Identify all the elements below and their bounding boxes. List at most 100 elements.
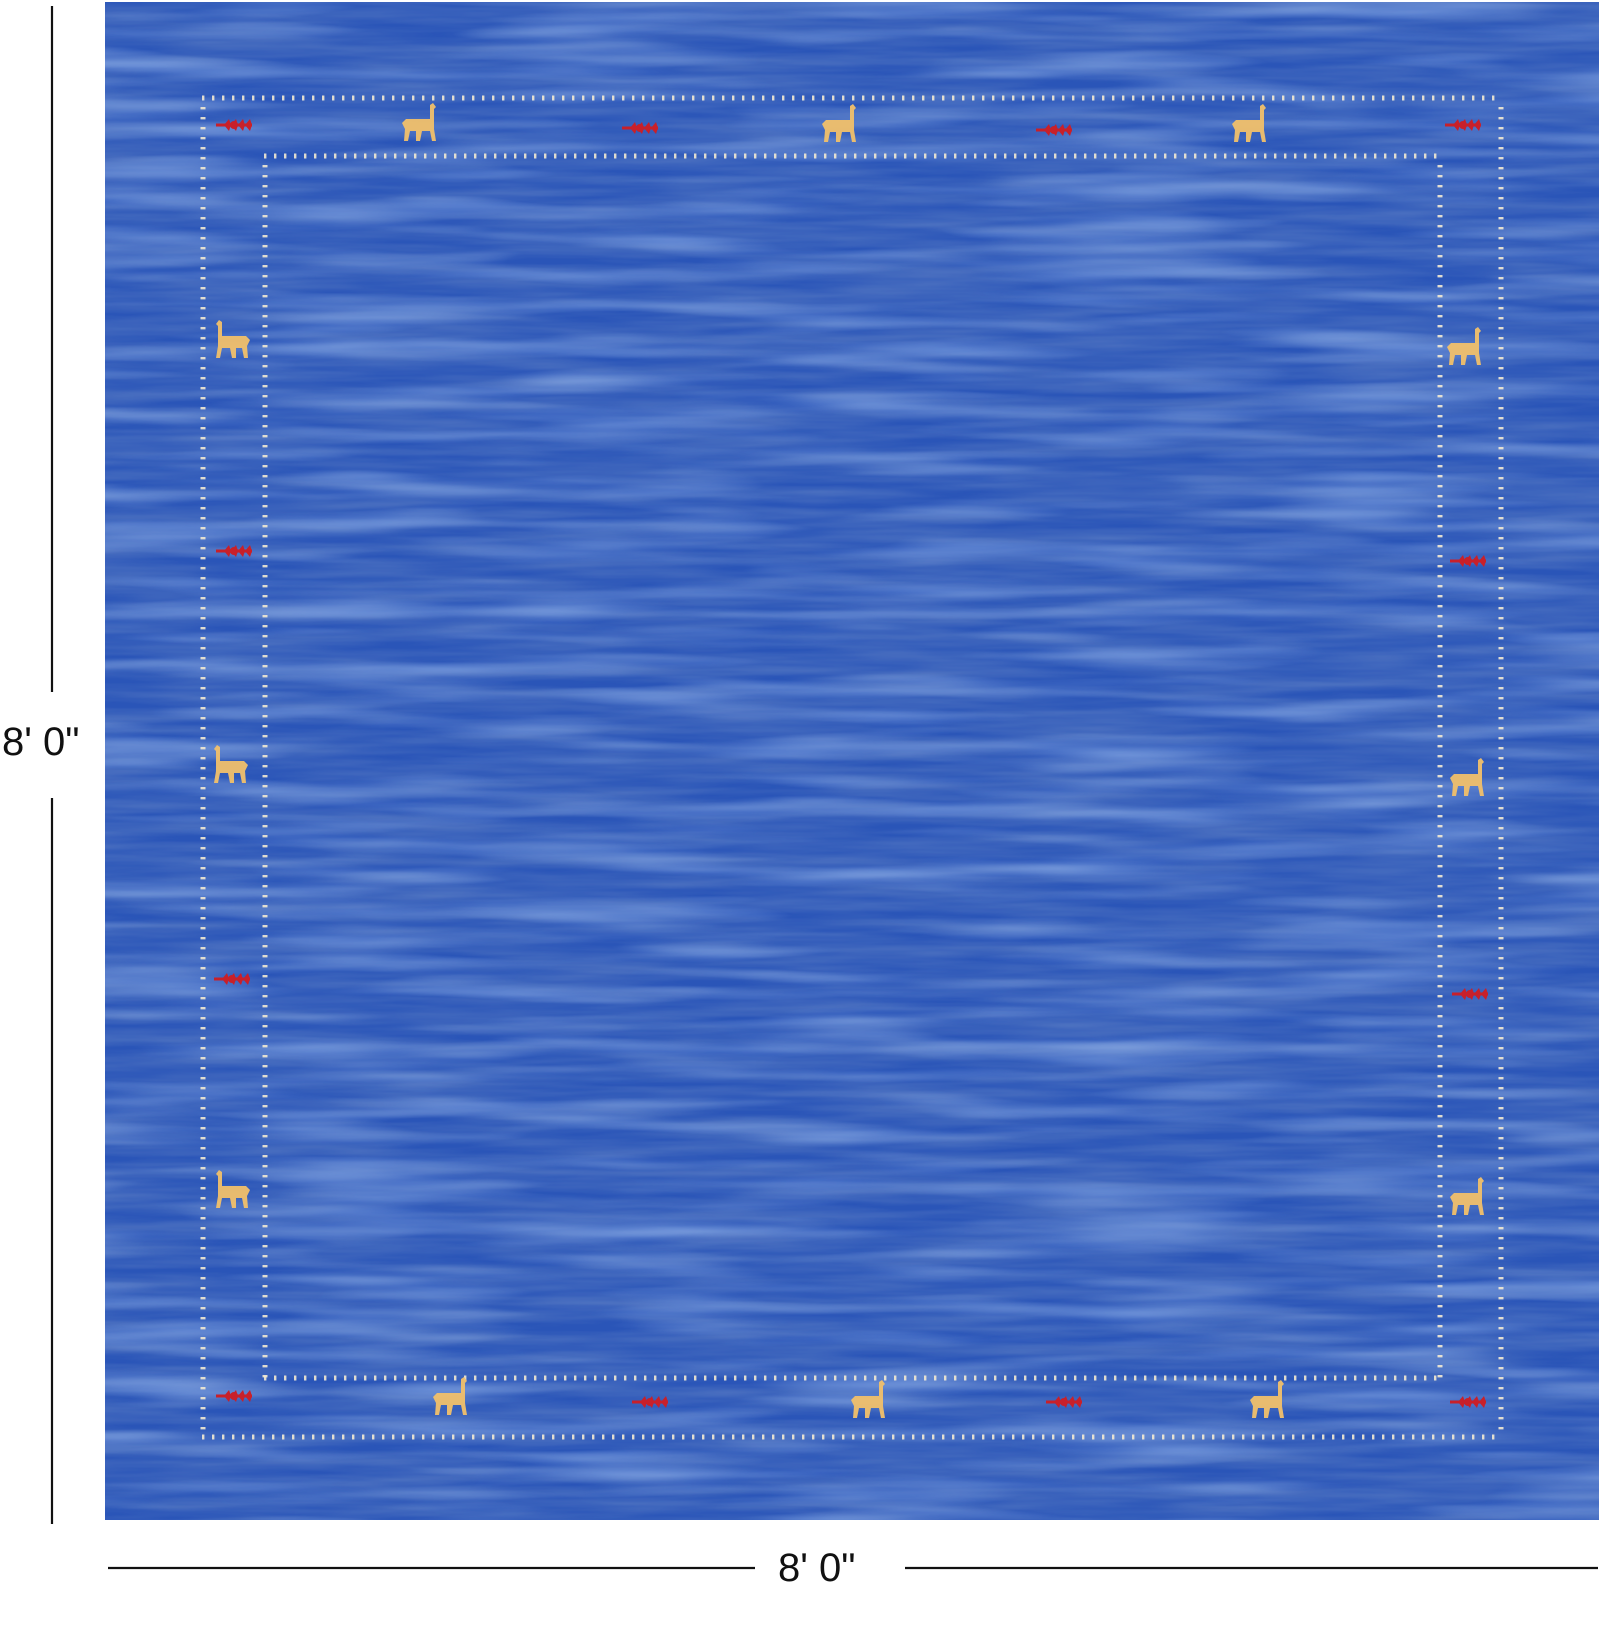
border-dot [952,95,955,101]
border-dot [1498,867,1504,870]
border-dot [562,95,565,101]
border-dot [1437,965,1443,968]
border-dot [262,785,268,788]
border-dot [200,867,206,870]
border-dot [952,1434,955,1440]
border-dot [372,1434,375,1440]
border-dot [622,1434,625,1440]
border-dot [444,153,447,159]
border-dot [684,153,687,159]
width-dimension-label: 8' 0" [778,1546,856,1590]
border-dot [794,153,797,159]
border-dot [834,153,837,159]
border-dot [262,355,268,358]
border-dot [1182,1434,1185,1440]
border-dot [1498,377,1504,380]
border-dot [1164,1375,1167,1381]
border-dot [1498,237,1504,240]
border-dot [1437,165,1443,168]
border-dot [1062,95,1065,101]
border-dot [200,1367,206,1370]
border-dot [1084,153,1087,159]
border-dot [1124,153,1127,159]
border-dot [784,153,787,159]
flower-motif-icon [1046,1396,1082,1408]
border-dot [1437,325,1443,328]
border-dot [200,267,206,270]
border-dot [352,95,355,101]
border-dot [212,95,215,101]
border-dot [284,1375,287,1381]
border-dot [1252,1434,1255,1440]
border-dot [200,147,206,150]
border-dot [1498,1277,1504,1280]
border-dot [592,95,595,101]
border-dot [862,1434,865,1440]
border-dot [1498,1307,1504,1310]
border-dot [944,153,947,159]
inner-dotted-border [262,153,1443,1381]
border-dot [494,153,497,159]
border-dot [1014,1375,1017,1381]
border-dot [1024,1375,1027,1381]
border-dot [1264,153,1267,159]
border-dot [262,635,268,638]
border-dot [1498,1377,1504,1380]
border-dot [200,757,206,760]
border-dot [904,153,907,159]
border-dot [724,1375,727,1381]
border-dot [364,1375,367,1381]
border-dot [200,557,206,560]
border-dot [200,727,206,730]
border-dot [200,107,206,110]
border-dot [842,95,845,101]
border-dot [314,153,317,159]
border-dot [1184,153,1187,159]
border-dot [200,537,206,540]
border-dot [262,1325,268,1328]
border-dot [1437,525,1443,528]
border-dot [1498,827,1504,830]
border-dot [1254,1375,1257,1381]
border-dot [842,1434,845,1440]
border-dot [1498,1017,1504,1020]
border-dot [604,153,607,159]
border-dot [1437,235,1443,238]
border-dot [262,565,268,568]
border-dot [894,153,897,159]
border-dot [784,1375,787,1381]
border-dot [734,1375,737,1381]
border-dot [262,1015,268,1018]
border-dot [1482,95,1485,101]
border-dot [262,475,268,478]
animal-motif-icon [402,103,436,141]
border-dot [272,95,275,101]
border-dot [1498,937,1504,940]
border-dot [772,1434,775,1440]
border-dot [262,1265,268,1268]
flower-motif-icon [622,122,658,134]
border-dot [200,967,206,970]
border-dot [1437,1365,1443,1368]
border-dot [1437,315,1443,318]
border-dot [262,855,268,858]
border-dot [200,1207,206,1210]
border-dot [564,1375,567,1381]
border-dot [1498,897,1504,900]
border-dot [262,195,268,198]
border-dot [262,205,268,208]
border-dot [1498,707,1504,710]
border-dot [624,1375,627,1381]
animal-motif-icon [1450,758,1484,796]
border-dot [1498,1417,1504,1420]
border-dot [1437,845,1443,848]
border-dot [1134,153,1137,159]
border-dot [200,357,206,360]
border-dot [672,1434,675,1440]
border-dot [1122,1434,1125,1440]
border-dot [752,95,755,101]
border-dot [1437,295,1443,298]
border-dot [1004,1375,1007,1381]
border-dot [1498,1157,1504,1160]
border-dot [602,1434,605,1440]
